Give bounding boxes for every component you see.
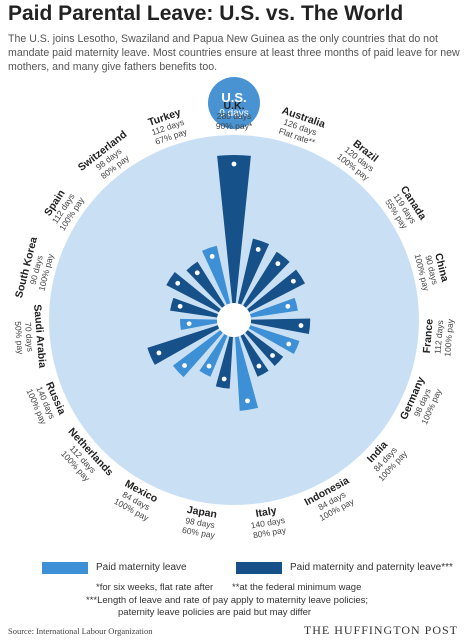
- bar-marker-netherlands: [182, 363, 187, 368]
- legend-label-maternity: Paid maternity leave: [96, 562, 187, 573]
- bar-marker-mexico: [206, 363, 212, 369]
- days-label-japan: 98 days: [185, 515, 216, 530]
- bar-turkey: [202, 245, 231, 305]
- us-circle: [208, 77, 260, 129]
- bar-marker-germany: [286, 341, 292, 347]
- legend: Paid maternity leave Paid maternity and …: [0, 562, 468, 576]
- bar-marker-japan: [221, 376, 227, 382]
- pay-label-saudi-arabia: 50% pay: [13, 321, 26, 356]
- bar-marker-france: [298, 323, 304, 328]
- us-days-label: 0 days: [219, 108, 248, 119]
- source-note: Source: International Labour Organizatio…: [8, 626, 153, 636]
- chart-subtitle: The U.S. joins Lesotho, Swaziland and Pa…: [8, 33, 460, 73]
- chart-title: Paid Parental Leave: U.S. vs. The World: [8, 2, 404, 25]
- bar-mexico: [199, 334, 228, 377]
- bar-china: [249, 297, 298, 318]
- bar-spain: [166, 272, 221, 313]
- legend-swatch-maternity-paternity: [236, 562, 282, 574]
- bar-france: [250, 318, 311, 335]
- bar-marker-switzerland: [194, 270, 200, 276]
- bar-marker-canada: [290, 278, 296, 284]
- bar-marker-india: [270, 353, 275, 358]
- days-label-u-k: 280 days: [217, 111, 252, 121]
- days-label-france: 112 days: [432, 320, 445, 355]
- bar-japan: [215, 336, 233, 389]
- bar-marker-turkey: [209, 254, 215, 259]
- footnote-double: **at the federal minimum wage: [232, 582, 362, 593]
- us-label: U.S.: [221, 90, 246, 105]
- pay-label-france: 100% pay: [442, 318, 455, 357]
- footnote-single: *for six weeks, flat rate after: [96, 582, 214, 593]
- country-name-saudi-arabia: Saudi Arabia: [31, 304, 48, 369]
- bar-canada: [247, 269, 306, 313]
- bar-marker-spain: [175, 280, 181, 286]
- footnote-triple-line2: paternity leave policies are paid but ma…: [118, 607, 312, 618]
- bar-marker-russia: [156, 350, 162, 356]
- country-name-japan: Japan: [186, 504, 218, 521]
- country-name-u-k: U.K.: [224, 100, 245, 112]
- bar-marker-brazil: [275, 261, 281, 267]
- legend-label-maternity-paternity: Paid maternity and paternity leave***: [290, 562, 453, 573]
- footnote-triple-line1: ***Length of leave and rate of pay apply…: [86, 595, 369, 606]
- bar-marker-china: [285, 303, 291, 309]
- bar-south-korea: [170, 297, 219, 318]
- publisher-logo: THE HUFFINGTON POST: [303, 623, 458, 637]
- country-name-italy: Italy: [255, 505, 278, 520]
- bar-russia: [147, 325, 220, 365]
- bar-marker-south-korea: [177, 303, 183, 309]
- bar-u-k: [217, 155, 251, 304]
- bar-germany: [248, 325, 300, 354]
- bar-italy: [235, 336, 259, 411]
- pay-label-u-k: 90% pay*: [216, 121, 253, 131]
- bar-australia: [237, 238, 270, 305]
- bar-marker-u-k: [231, 161, 237, 167]
- bar-marker-australia: [255, 247, 261, 252]
- bar-marker-saudi-arabia: [186, 321, 192, 327]
- bar-indonesia: [240, 334, 269, 377]
- bar-marker-italy: [245, 398, 250, 404]
- country-name-france: France: [421, 318, 436, 353]
- days-label-saudi-arabia: 70 days: [23, 322, 35, 353]
- legend-swatch-maternity: [42, 562, 88, 574]
- bar-marker-indonesia: [256, 363, 262, 369]
- chart-center-hole: [217, 303, 251, 337]
